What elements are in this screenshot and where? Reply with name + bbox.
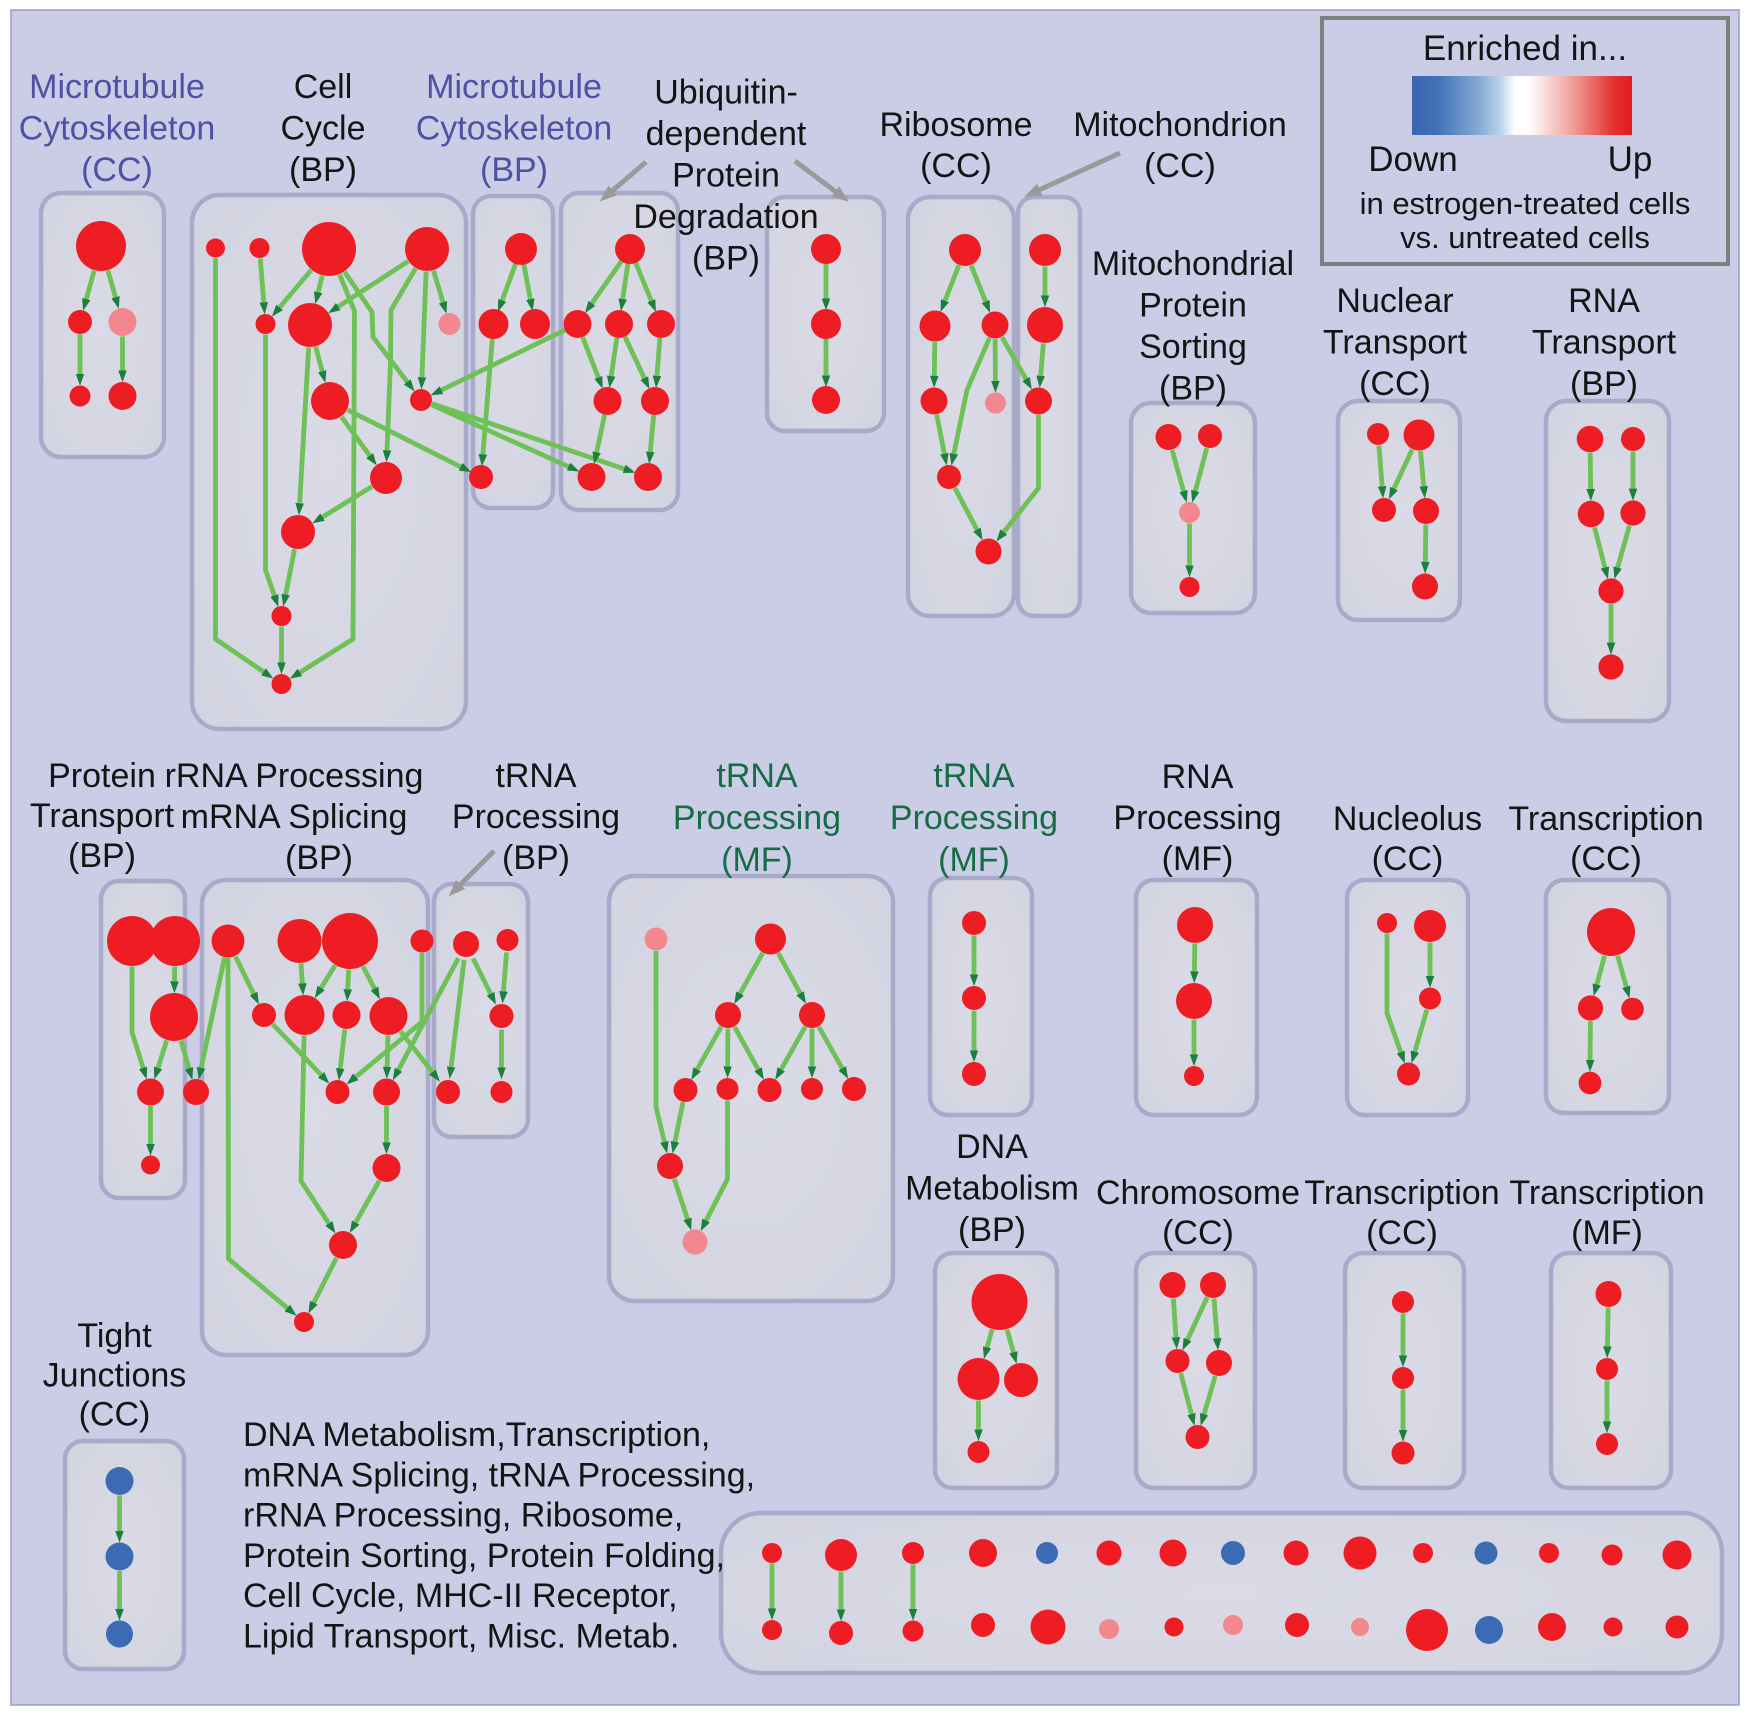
svg-text:Ubiquitin-: Ubiquitin- [654, 74, 798, 112]
svg-text:(CC): (CC) [1359, 365, 1431, 403]
svg-text:Tight: Tight [77, 1317, 152, 1355]
svg-text:Transport: Transport [30, 797, 175, 835]
svg-text:Processing: Processing [1113, 799, 1281, 837]
svg-text:Microtubule: Microtubule [29, 68, 205, 106]
svg-text:(CC): (CC) [1144, 147, 1216, 185]
svg-text:DNA Metabolism,Transcription,: DNA Metabolism,Transcription, [243, 1416, 710, 1454]
svg-text:Ribosome: Ribosome [879, 106, 1032, 144]
svg-text:(BP): (BP) [480, 151, 548, 189]
svg-text:Transcription: Transcription [1304, 1174, 1499, 1212]
svg-text:mRNA Splicing: mRNA Splicing [181, 798, 408, 836]
svg-text:(CC): (CC) [1372, 840, 1444, 878]
svg-text:Processing: Processing [890, 799, 1058, 837]
svg-text:(MF): (MF) [1162, 840, 1234, 878]
svg-text:Transport: Transport [1532, 324, 1677, 362]
svg-text:Sorting: Sorting [1139, 328, 1247, 366]
svg-text:Transcription: Transcription [1509, 1174, 1704, 1212]
svg-text:(BP): (BP) [68, 837, 136, 875]
svg-text:Chromosome: Chromosome [1096, 1174, 1300, 1212]
svg-text:(CC): (CC) [920, 147, 992, 185]
svg-text:Protein: Protein [1139, 287, 1247, 325]
svg-text:(CC): (CC) [1366, 1214, 1438, 1252]
svg-text:(BP): (BP) [958, 1211, 1026, 1249]
svg-text:tRNA: tRNA [933, 757, 1015, 795]
svg-text:Metabolism: Metabolism [905, 1170, 1079, 1208]
svg-text:Cycle: Cycle [280, 110, 365, 148]
svg-text:(BP): (BP) [289, 151, 357, 189]
svg-text:Transcription: Transcription [1508, 800, 1703, 838]
svg-text:RNA: RNA [1568, 282, 1640, 320]
svg-text:Cell Cycle, MHC-II Receptor,: Cell Cycle, MHC-II Receptor, [243, 1577, 678, 1615]
svg-text:(BP): (BP) [1159, 370, 1227, 408]
svg-text:rRNA Processing, Ribosome,: rRNA Processing, Ribosome, [243, 1497, 683, 1535]
svg-text:(CC): (CC) [1162, 1214, 1234, 1252]
svg-text:Lipid Transport, Misc. Metab.: Lipid Transport, Misc. Metab. [243, 1618, 680, 1656]
svg-text:Processing: Processing [452, 798, 620, 836]
svg-text:Up: Up [1608, 140, 1653, 179]
svg-text:Down: Down [1368, 140, 1457, 179]
svg-text:Junctions: Junctions [43, 1356, 187, 1394]
svg-text:Mitochondrion: Mitochondrion [1073, 106, 1287, 144]
svg-text:Cell: Cell [294, 68, 353, 106]
svg-text:(MF): (MF) [1571, 1214, 1643, 1252]
svg-text:Microtubule: Microtubule [426, 68, 602, 106]
svg-text:Cytoskeleton: Cytoskeleton [416, 110, 613, 148]
svg-text:Enriched in...: Enriched in... [1423, 29, 1627, 68]
svg-text:(MF): (MF) [938, 841, 1010, 879]
svg-text:Mitochondrial: Mitochondrial [1092, 245, 1294, 283]
svg-text:(CC): (CC) [79, 1396, 151, 1434]
svg-text:Degradation: Degradation [633, 198, 818, 236]
svg-text:(CC): (CC) [81, 151, 153, 189]
svg-text:dependent: dependent [646, 115, 807, 153]
svg-text:tRNA: tRNA [495, 757, 577, 795]
svg-text:(BP): (BP) [1570, 365, 1638, 403]
svg-text:tRNA: tRNA [716, 757, 798, 795]
svg-text:vs. untreated cells: vs. untreated cells [1400, 220, 1650, 255]
svg-text:(BP): (BP) [692, 240, 760, 278]
svg-text:Nuclear: Nuclear [1336, 282, 1453, 320]
svg-text:Protein: Protein [48, 757, 156, 795]
svg-text:Transport: Transport [1323, 324, 1468, 362]
svg-text:DNA: DNA [956, 1128, 1028, 1166]
svg-text:mRNA Splicing, tRNA Processing: mRNA Splicing, tRNA Processing, [243, 1456, 755, 1494]
svg-text:in estrogen-treated cells: in estrogen-treated cells [1360, 186, 1691, 221]
svg-text:Protein Sorting, Protein Foldi: Protein Sorting, Protein Folding, [243, 1537, 725, 1575]
svg-text:Protein: Protein [672, 157, 780, 195]
svg-text:(MF): (MF) [721, 841, 793, 879]
svg-text:RNA: RNA [1162, 758, 1234, 796]
svg-text:(BP): (BP) [285, 839, 353, 877]
svg-text:(CC): (CC) [1570, 840, 1642, 878]
svg-text:Processing: Processing [673, 799, 841, 837]
svg-text:Nucleolus: Nucleolus [1333, 800, 1482, 838]
svg-text:Cytoskeleton: Cytoskeleton [19, 110, 216, 148]
svg-text:rRNA Processing: rRNA Processing [165, 757, 424, 795]
svg-text:(BP): (BP) [502, 839, 570, 877]
